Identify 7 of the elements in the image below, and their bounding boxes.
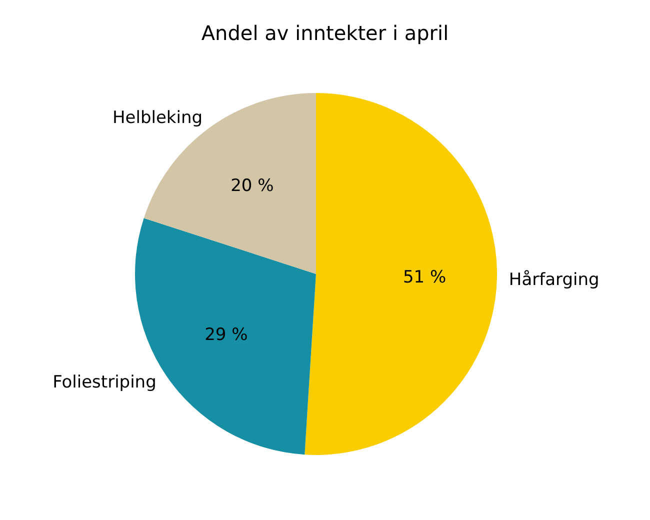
slice-label: Foliestriping xyxy=(52,372,156,392)
data-label: 51 % xyxy=(402,267,446,288)
data-label: 20 % xyxy=(230,176,274,196)
data-label: 29 % xyxy=(204,325,248,346)
chart-title: Andel av inntekter i april xyxy=(201,21,449,45)
slice-label: Hårfarging xyxy=(508,270,600,290)
slice-label: Helbleking xyxy=(112,108,203,128)
